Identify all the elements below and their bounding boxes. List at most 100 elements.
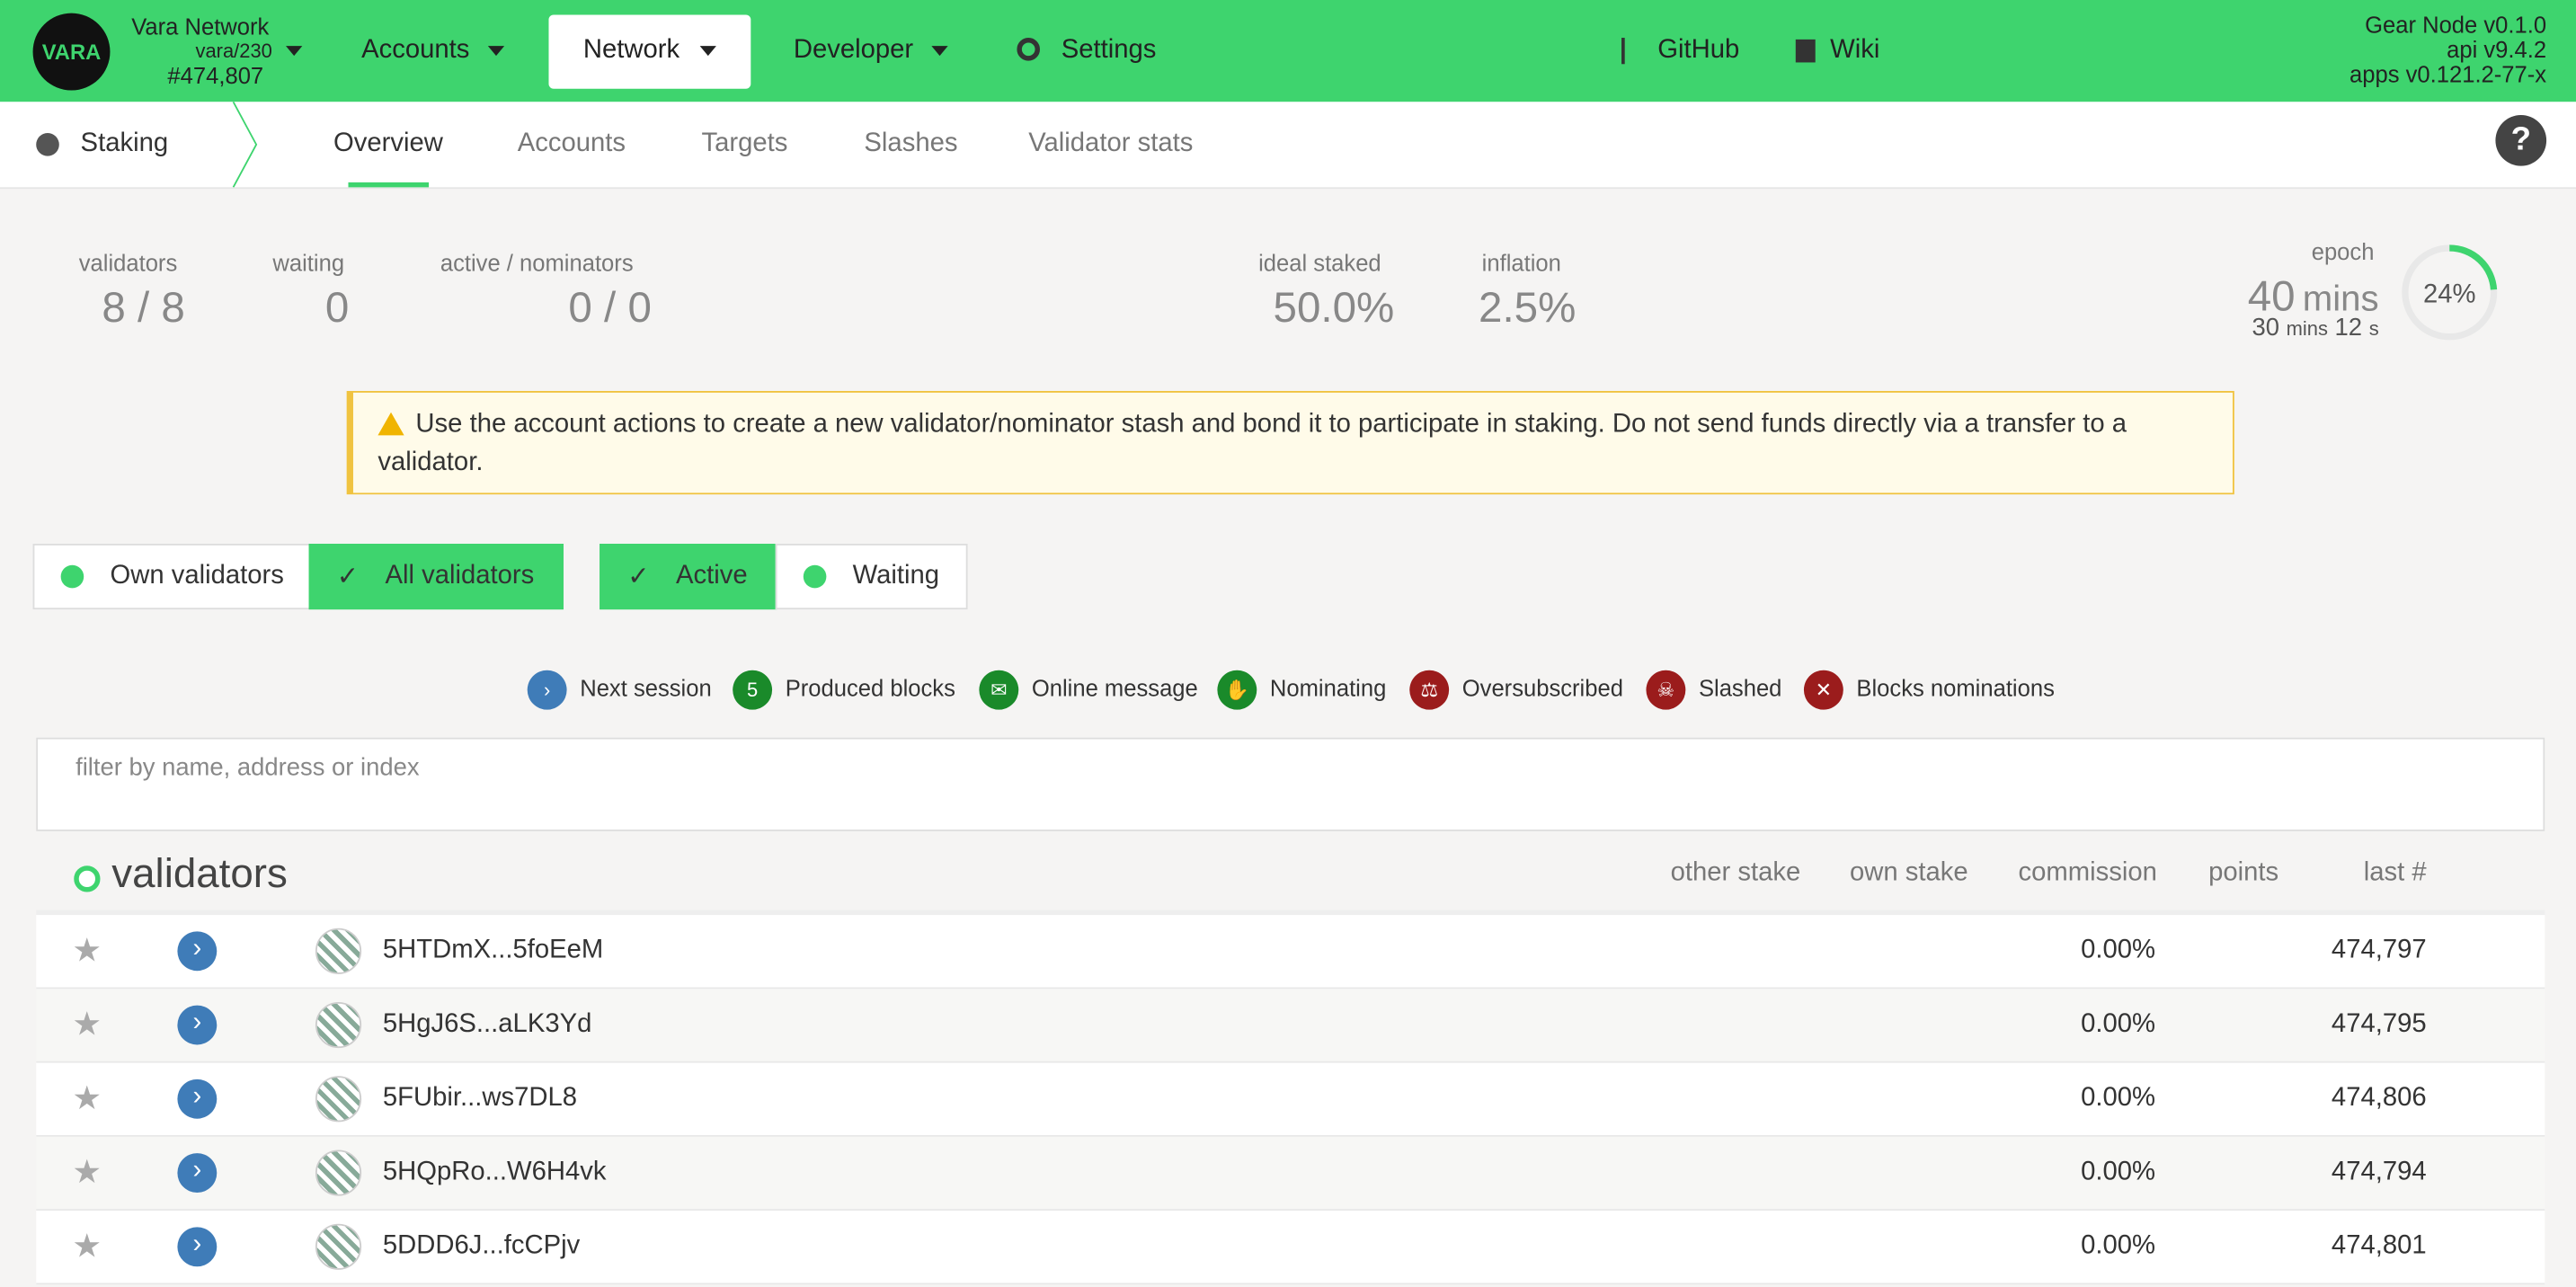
validator-name[interactable]: 5HTDmX...5foEeM	[382, 936, 604, 964]
stat-label: epoch	[2311, 238, 2375, 265]
icon: ✋	[1217, 670, 1257, 710]
filter-placeholder: filter by name, address or index	[76, 753, 420, 783]
table-row	[36, 1062, 2545, 1137]
stat-value: 8 / 8	[102, 282, 185, 333]
star[interactable]: ★	[72, 1007, 102, 1043]
last-block: 474,806	[2331, 1084, 2427, 1113]
identicon	[315, 1076, 362, 1123]
expand-button[interactable]: ›	[177, 931, 218, 972]
caret	[286, 46, 303, 64]
check: ✓	[336, 563, 360, 592]
toggle[interactable]: Own validators	[32, 544, 311, 610]
number: 30	[2252, 314, 2279, 342]
legend-item: › Next session	[527, 670, 712, 710]
last-block: 474,794	[2331, 1158, 2427, 1186]
toggle[interactable]: Waiting	[775, 544, 968, 610]
column-header: commission	[2018, 858, 2157, 888]
github-icon	[1621, 38, 1641, 65]
icon: ›	[527, 670, 567, 710]
column-header: points	[2208, 858, 2279, 888]
validator-name[interactable]: 5FUbir...ws7DL8	[382, 1084, 578, 1113]
last-block: 474,797	[2331, 936, 2427, 964]
table-row	[36, 1136, 2545, 1212]
caret	[699, 46, 716, 64]
expand-button[interactable]: ›	[177, 1227, 218, 1267]
top-bar	[0, 0, 2576, 102]
toggle-label: Own validators	[110, 562, 284, 590]
logo[interactable]: VARA	[32, 13, 111, 91]
column-header: other stake	[1670, 858, 1801, 888]
table-header	[36, 841, 2545, 916]
star[interactable]: ★	[72, 1154, 102, 1192]
staking-icon	[36, 133, 59, 156]
toggle-label: Waiting	[852, 562, 940, 590]
warning-text: Use the account actions to create a new …	[378, 410, 2127, 477]
version: api v9.4.2	[2447, 36, 2547, 63]
table-row	[36, 989, 2545, 1063]
icon: ✉	[979, 670, 1019, 710]
toggle[interactable]: ✓ Active	[600, 544, 777, 610]
validator-name[interactable]: 5HQpRo...W6H4vk	[382, 1158, 607, 1186]
expand-button[interactable]: ›	[177, 1078, 218, 1119]
legend-label: Produced blocks	[785, 674, 955, 701]
toggle[interactable]: ✓ All validators	[308, 544, 564, 610]
caret	[487, 46, 505, 64]
legend-label: Online message	[1031, 674, 1198, 701]
menu-active-bg	[548, 14, 751, 89]
tab[interactable]: Targets	[701, 129, 788, 158]
dot	[60, 564, 84, 589]
tab-bar	[0, 102, 2576, 190]
toggle-label: All validators	[385, 562, 535, 590]
identicon	[315, 928, 362, 974]
star[interactable]: ★	[72, 1080, 102, 1117]
menu-item[interactable]: Settings	[1061, 36, 1157, 65]
tab[interactable]: Accounts	[517, 129, 626, 158]
expand-button[interactable]: ›	[177, 1153, 218, 1193]
validator-name[interactable]: 5DDD6J...fcCPjv	[382, 1231, 581, 1260]
filter-input[interactable]	[36, 737, 2545, 831]
tab-underline	[348, 182, 430, 188]
menu-item[interactable]: Accounts	[361, 36, 470, 65]
identicon	[315, 1001, 362, 1049]
caret	[931, 46, 948, 64]
legend-label: Next session	[580, 674, 712, 701]
icon: 5	[733, 670, 773, 710]
dot	[803, 564, 827, 589]
epoch-value: 40 mins	[2248, 271, 2379, 323]
section-title: Staking	[80, 129, 169, 158]
commission: 0.00%	[2081, 1158, 2156, 1186]
commission: 0.00%	[2081, 936, 2156, 964]
status-dot	[74, 865, 101, 892]
legend-label: Blocks nominations	[1856, 674, 2055, 701]
link[interactable]: Wiki	[1830, 36, 1880, 65]
legend-item: ☠ Slashed	[1646, 670, 1781, 710]
link[interactable]: GitHub	[1657, 36, 1740, 65]
warning-box	[346, 391, 2234, 495]
tab[interactable]: Validator stats	[1028, 129, 1194, 158]
tab[interactable]: Slashes	[864, 129, 958, 158]
legend-item: ✋ Nominating	[1217, 670, 1386, 710]
menu-item[interactable]: Network	[582, 36, 680, 65]
expand-button[interactable]: ›	[177, 1005, 218, 1045]
stat-label: waiting	[272, 249, 345, 277]
table-row	[36, 1211, 2545, 1285]
progress-arc	[2449, 244, 2498, 290]
progress-label: 24%	[2423, 280, 2476, 308]
star[interactable]: ★	[72, 1229, 102, 1265]
stat-value: 0 / 0	[568, 282, 652, 333]
network-name[interactable]: Vara Network	[131, 13, 270, 40]
identicon	[315, 1149, 362, 1196]
legend-item: ⚖ Oversubscribed	[1409, 670, 1623, 710]
last-block: 474,795	[2331, 1010, 2427, 1039]
stat-value: 2.5%	[1479, 282, 1577, 333]
unit: mins	[2286, 316, 2328, 341]
menu-item[interactable]: Developer	[793, 36, 914, 65]
validator-name[interactable]: 5HgJ6S...aLK3Yd	[382, 1010, 592, 1039]
help-button[interactable]: ?	[2495, 114, 2547, 166]
commission: 0.00%	[2081, 1231, 2156, 1260]
legend-label: Oversubscribed	[1461, 674, 1623, 701]
tab[interactable]: Overview	[333, 129, 443, 158]
star[interactable]: ★	[72, 933, 102, 970]
identicon	[315, 1223, 362, 1270]
